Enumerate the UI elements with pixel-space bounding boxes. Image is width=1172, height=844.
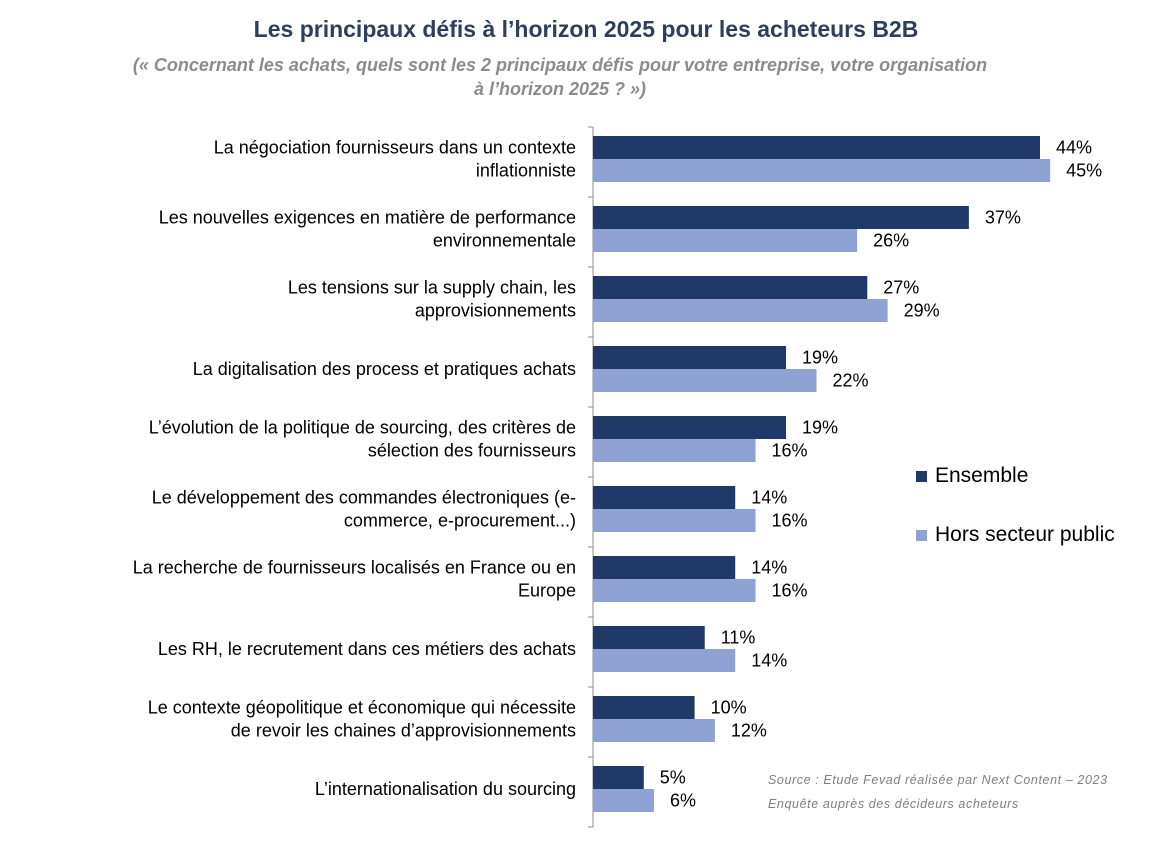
bar-ensemble bbox=[593, 416, 787, 439]
bar-ensemble bbox=[593, 766, 644, 789]
legend-label-hors-secteur-public: Hors secteur public bbox=[935, 523, 1115, 546]
data-label-ensemble: 10% bbox=[711, 698, 747, 718]
category-label-line: Les nouvelles exigences en matière de pe… bbox=[159, 208, 576, 228]
category-label-line: environnementale bbox=[433, 231, 576, 251]
data-label-hors-secteur-public: 29% bbox=[904, 301, 940, 321]
legend-swatch-ensemble bbox=[916, 470, 927, 482]
chart-subtitle: (« Concernant les achats, quels sont les… bbox=[40, 53, 1080, 101]
data-label-hors-secteur-public: 16% bbox=[772, 511, 808, 531]
category-label-line: L’internationalisation du sourcing bbox=[315, 779, 576, 799]
category-label-line: Les RH, le recrutement dans ces métiers … bbox=[158, 639, 576, 659]
category-label: La digitalisation des process et pratiqu… bbox=[193, 359, 576, 379]
category-label-line: La recherche de fournisseurs localisés e… bbox=[133, 558, 576, 578]
data-label-ensemble: 5% bbox=[660, 768, 686, 788]
data-label-hors-secteur-public: 16% bbox=[772, 581, 808, 601]
bar-ensemble bbox=[593, 206, 969, 229]
category-label: Le contexte géopolitique et économique q… bbox=[148, 698, 576, 741]
data-label-hors-secteur-public: 45% bbox=[1066, 161, 1102, 181]
legend-swatch-hors-secteur-public bbox=[916, 529, 927, 541]
data-label-ensemble: 19% bbox=[802, 418, 838, 438]
data-label-hors-secteur-public: 22% bbox=[833, 371, 869, 391]
category-label: L’évolution de la politique de sourcing,… bbox=[149, 418, 576, 461]
bar-ensemble bbox=[593, 276, 868, 299]
category-label-line: sélection des fournisseurs bbox=[368, 441, 576, 461]
category-label: Les tensions sur la supply chain, les app… bbox=[288, 278, 576, 321]
category-label: Les nouvelles exigences en matière de pe… bbox=[159, 208, 576, 251]
data-label-ensemble: 14% bbox=[751, 488, 787, 508]
category-label-line: approvisionnements bbox=[415, 301, 576, 321]
source-note: Source : Etude Fevad réalisée par Next C… bbox=[768, 773, 1108, 787]
bar-hors-secteur-public bbox=[593, 229, 858, 252]
category-label: La recherche de fournisseurs localisés e… bbox=[133, 558, 576, 601]
category-label-line: de revoir les chaines d’approvisionnemen… bbox=[231, 721, 576, 741]
bar-ensemble bbox=[593, 486, 736, 509]
data-label-hors-secteur-public: 6% bbox=[670, 791, 696, 811]
bar-hors-secteur-public bbox=[593, 649, 736, 672]
data-label-hors-secteur-public: 12% bbox=[731, 721, 767, 741]
data-label-ensemble: 37% bbox=[985, 208, 1021, 228]
data-label-ensemble: 14% bbox=[751, 558, 787, 578]
bar-ensemble bbox=[593, 346, 787, 369]
category-label: Les RH, le recrutement dans ces métiers … bbox=[158, 639, 576, 659]
category-label-line: Le développement des commandes électroni… bbox=[152, 488, 576, 508]
category-label: L’internationalisation du sourcing bbox=[315, 779, 576, 799]
subtitle-line-2: à l’horizon 2025 ? ») bbox=[473, 79, 647, 99]
data-label-hors-secteur-public: 16% bbox=[772, 441, 808, 461]
bar-hors-secteur-public bbox=[593, 789, 654, 812]
bar-ensemble bbox=[593, 696, 695, 719]
legend-label-ensemble: Ensemble bbox=[935, 464, 1029, 487]
chart-title: Les principaux défis à l’horizon 2025 po… bbox=[253, 16, 919, 42]
data-label-hors-secteur-public: 26% bbox=[873, 231, 909, 251]
source-note-survey: Enquête auprès des décideurs acheteurs bbox=[768, 797, 1019, 811]
category-label-line: Les tensions sur la supply chain, les bbox=[288, 278, 576, 298]
subtitle-line-1: (« Concernant les achats, quels sont les… bbox=[132, 55, 988, 75]
data-label-ensemble: 27% bbox=[883, 278, 919, 298]
legend-item-ensemble: Ensemble bbox=[916, 464, 1028, 488]
category-label-line: inflationniste bbox=[476, 161, 576, 181]
data-label-ensemble: 11% bbox=[721, 628, 756, 648]
bar-ensemble bbox=[593, 626, 705, 649]
bar-hors-secteur-public bbox=[593, 369, 817, 392]
legend-item-hors-secteur-public: Hors secteur public bbox=[916, 523, 1115, 547]
category-label-line: La digitalisation des process et pratiqu… bbox=[193, 359, 576, 379]
data-label-hors-secteur-public: 14% bbox=[751, 651, 787, 671]
bar-ensemble bbox=[593, 136, 1040, 159]
bar-hors-secteur-public bbox=[593, 159, 1051, 182]
bar-hors-secteur-public bbox=[593, 299, 888, 322]
bar-ensemble bbox=[593, 556, 736, 579]
bar-hors-secteur-public bbox=[593, 579, 756, 602]
category-label-line: L’évolution de la politique de sourcing,… bbox=[149, 418, 576, 438]
category-label-line: La négociation fournisseurs dans un cont… bbox=[214, 138, 576, 158]
category-label-line: Le contexte géopolitique et économique q… bbox=[148, 698, 576, 718]
data-label-ensemble: 44% bbox=[1056, 138, 1092, 158]
category-label: Le développement des commandes électroni… bbox=[152, 488, 576, 531]
category-label-line: commerce, e-procurement...) bbox=[344, 511, 576, 531]
data-label-ensemble: 19% bbox=[802, 348, 838, 368]
bar-hors-secteur-public bbox=[593, 509, 756, 532]
category-label-line: Europe bbox=[518, 581, 576, 601]
bar-hors-secteur-public bbox=[593, 719, 715, 742]
category-label: La négociation fournisseurs dans un cont… bbox=[214, 138, 576, 181]
bar-hors-secteur-public bbox=[593, 439, 756, 462]
